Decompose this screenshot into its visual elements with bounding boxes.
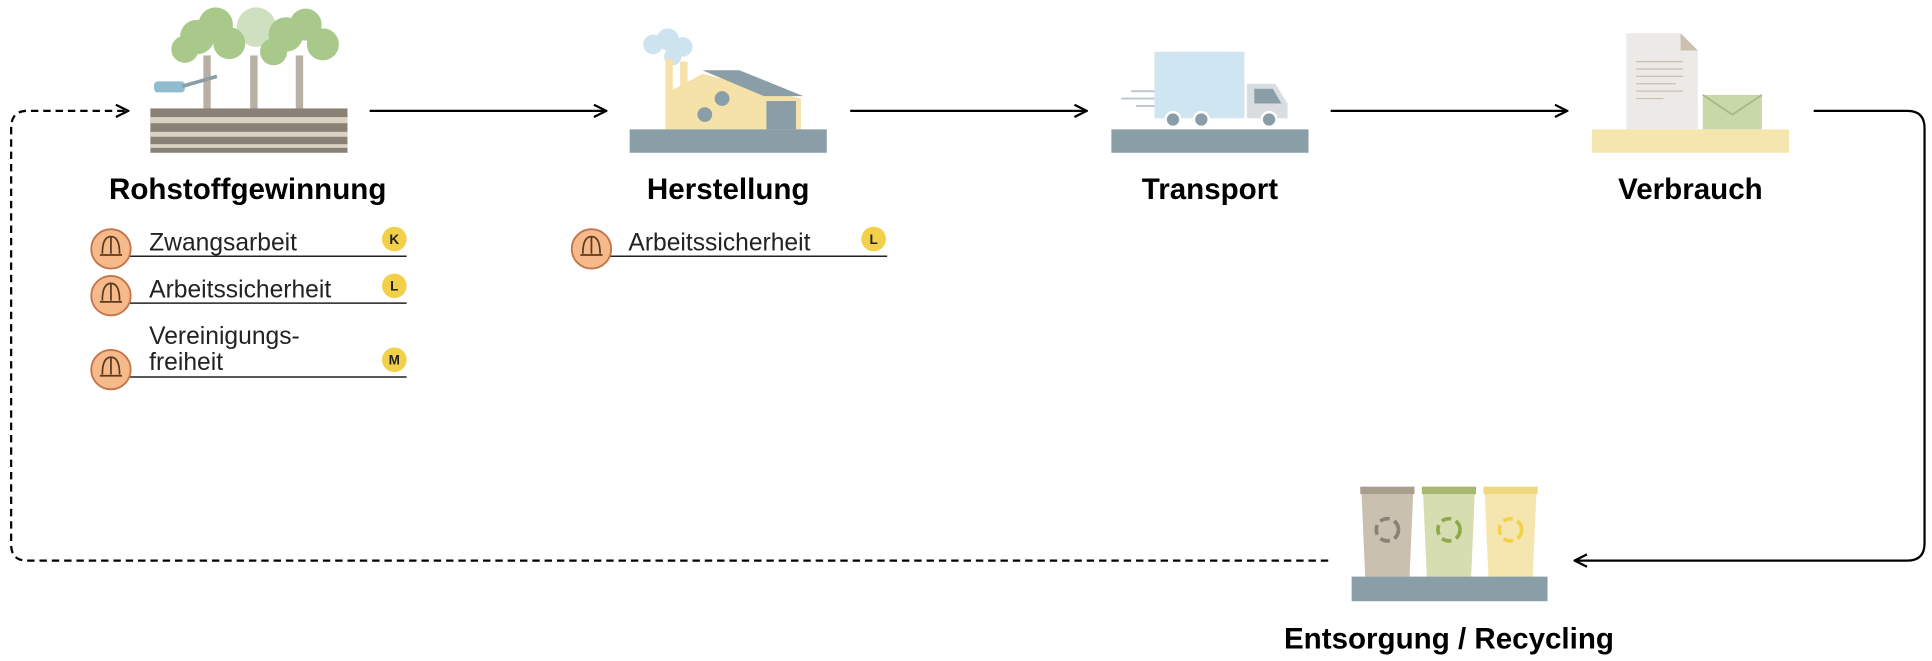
stage-title: Entsorgung / Recycling: [1284, 622, 1614, 655]
forest-icon: [150, 7, 347, 152]
badge-label: M: [389, 353, 400, 368]
issue-label: Arbeitssicherheit: [149, 276, 331, 303]
diagram: Rohstoffgewinnung Zwangsarbeit K Arbeitssic…: [0, 0, 1932, 661]
issue: Arbeitssicherheit L: [572, 227, 887, 269]
factory-icon: [630, 28, 827, 152]
consumption-icon: [1592, 33, 1789, 153]
issue-label: freiheit: [149, 349, 223, 376]
issue-label: Arbeitssicherheit: [628, 229, 810, 256]
badge-label: K: [389, 232, 399, 247]
bins-icon: [1352, 487, 1548, 602]
issue-label: Vereinigungs-: [149, 323, 300, 350]
page: Rohstoffgewinnung Zwangsarbeit K Arbeitssic…: [0, 0, 1932, 661]
badge-label: L: [869, 232, 877, 247]
stage-title: Verbrauch: [1618, 173, 1763, 206]
issue: Arbeitssicherheit L: [91, 274, 406, 316]
stage-title: Rohstoffgewinnung: [109, 173, 386, 206]
truck-icon: [1111, 52, 1308, 153]
stage-title: Herstellung: [647, 173, 810, 206]
badge-label: L: [390, 279, 398, 294]
issue: Vereinigungs-freiheit M: [91, 323, 406, 389]
stage-title: Transport: [1142, 173, 1278, 206]
issue: Zwangsarbeit K: [91, 227, 406, 269]
issue-label: Zwangsarbeit: [149, 229, 297, 256]
